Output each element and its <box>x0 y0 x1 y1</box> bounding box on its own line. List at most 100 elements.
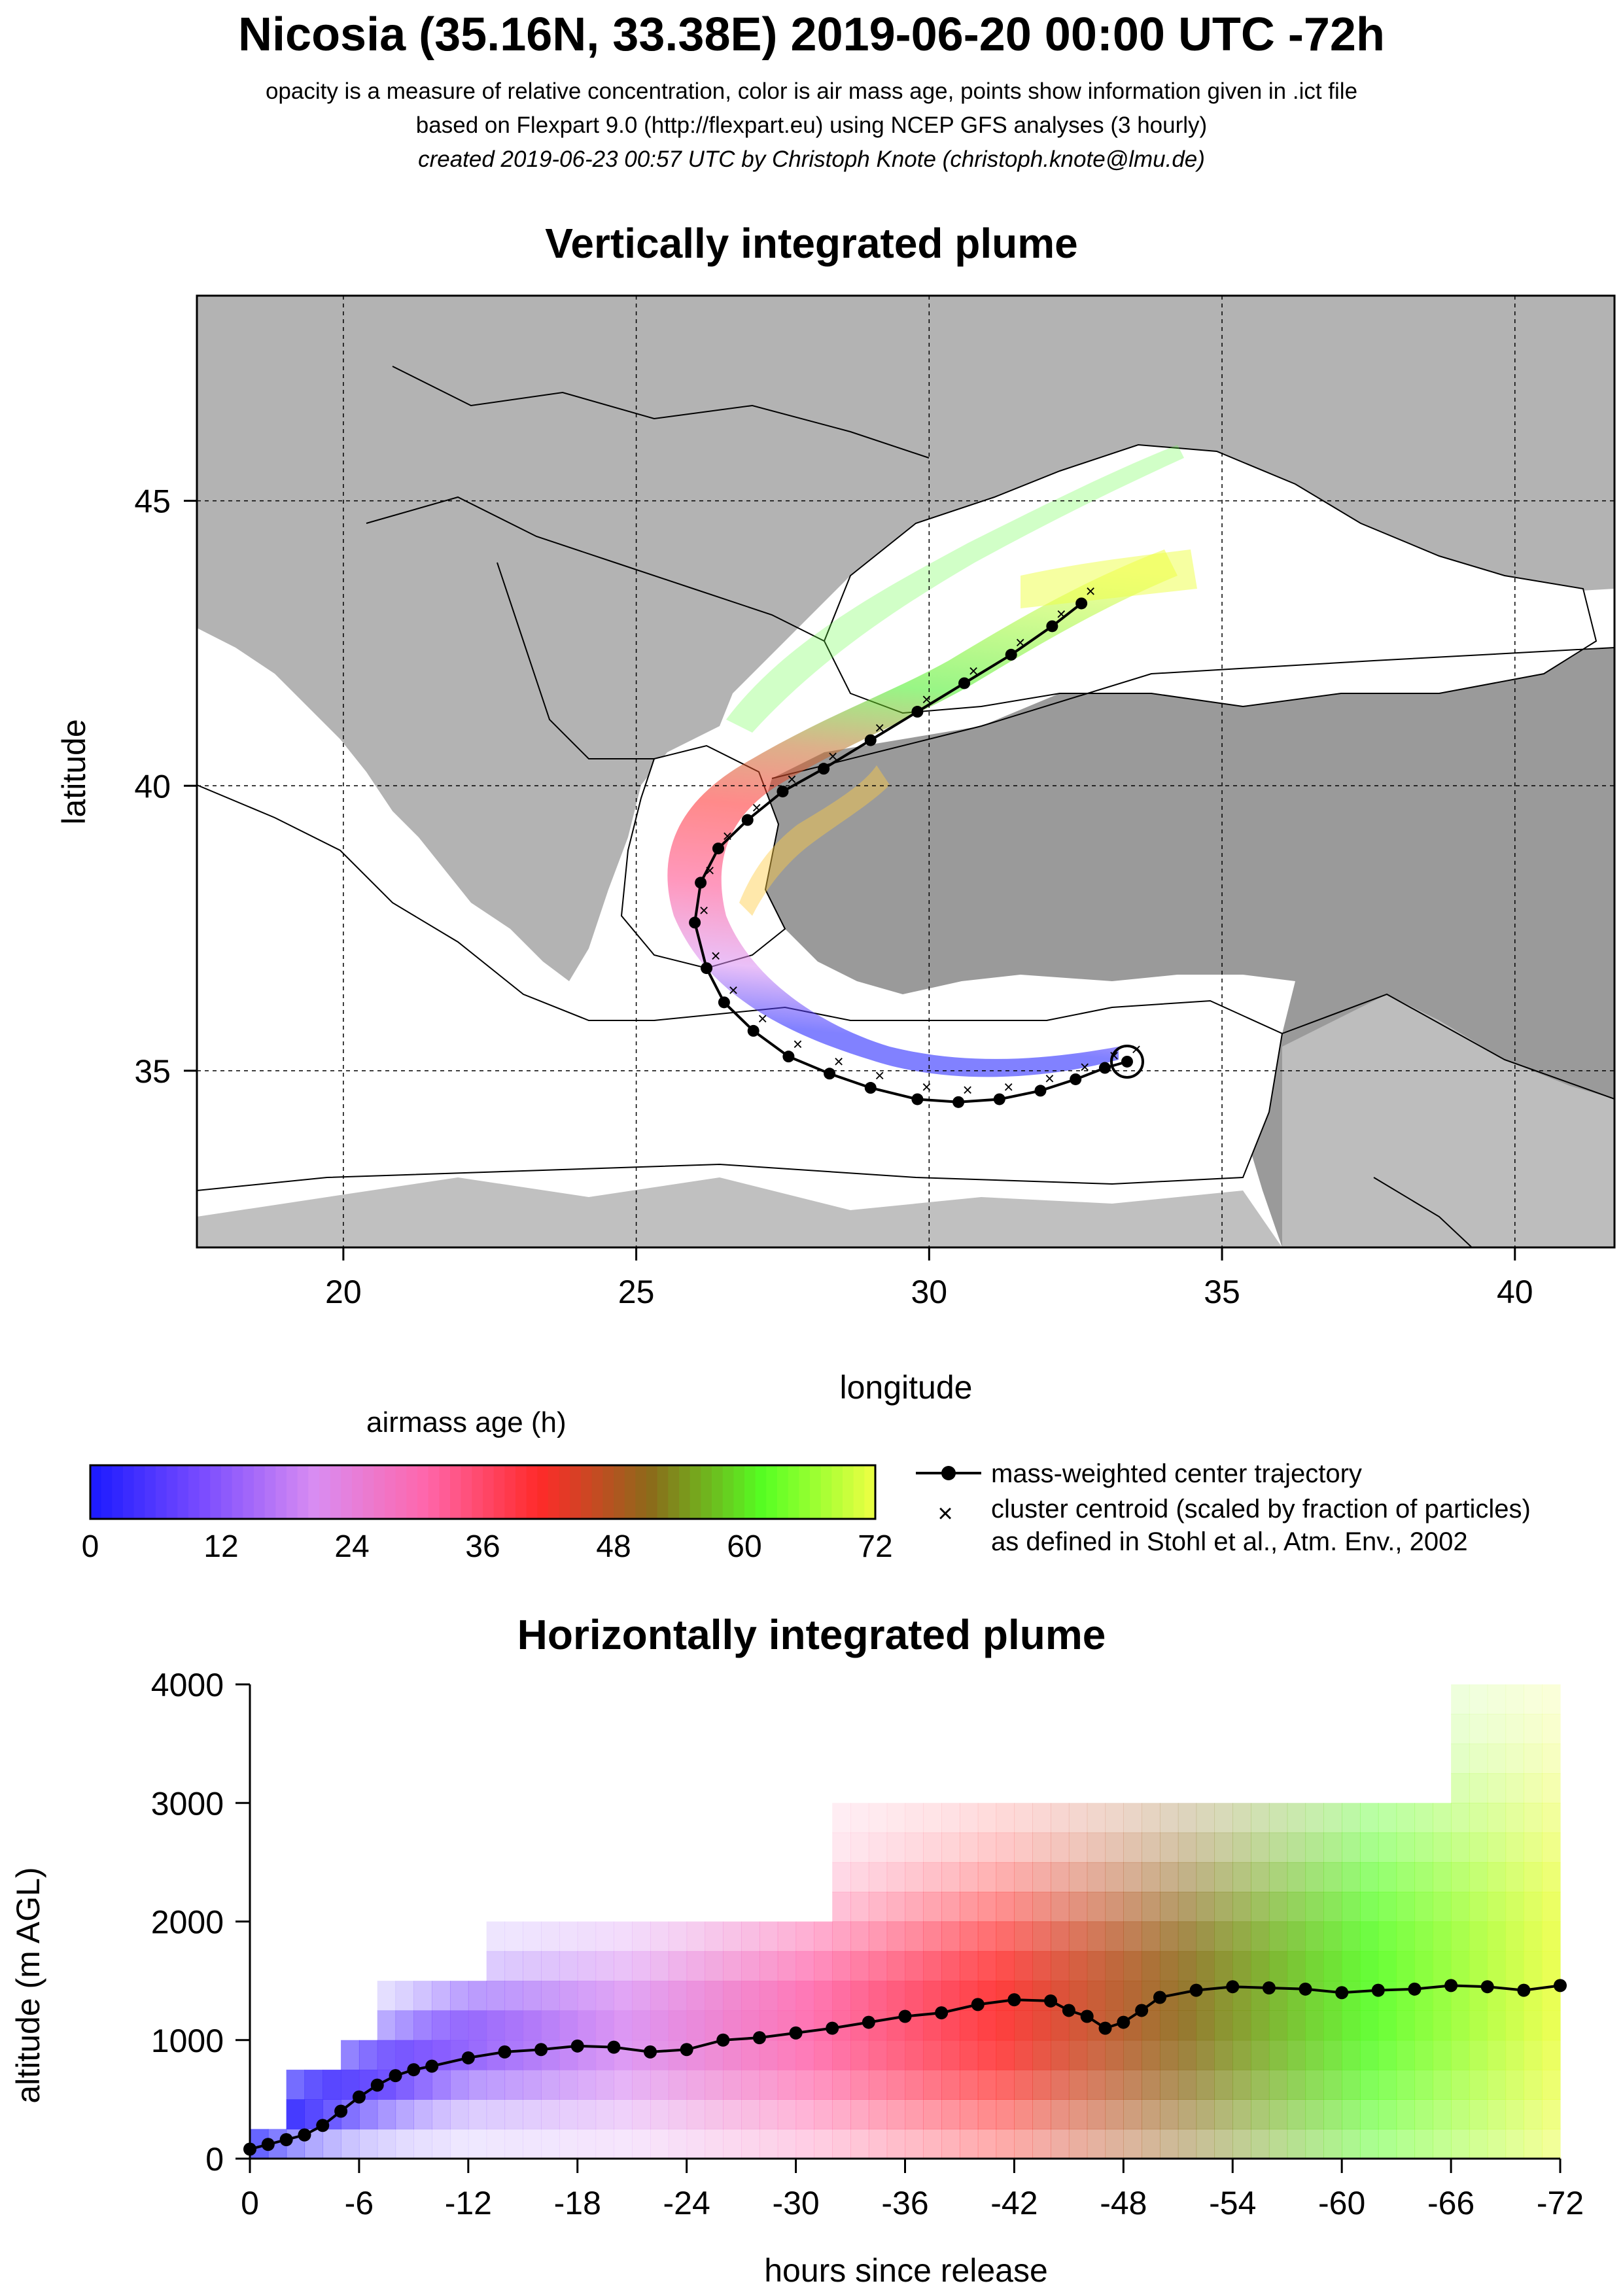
altitude-xtick-label: -18 <box>554 2185 601 2221</box>
altitude-heat-cell <box>1305 1892 1324 1922</box>
altitude-heat-cell <box>1268 1832 1288 1863</box>
altitude-heat-cell <box>1359 2099 1379 2130</box>
altitude-heat-cell <box>559 1921 578 1952</box>
altitude-heat-cell <box>1087 1832 1106 1863</box>
altitude-heat-cell <box>1287 2040 1306 2070</box>
altitude-heat-cell <box>1178 1892 1197 1922</box>
altitude-heat-cell <box>1342 1951 1361 1981</box>
map-trajectory-point <box>695 877 707 889</box>
altitude-heat-cell <box>595 1921 614 1952</box>
altitude-heat-cell <box>1251 2129 1270 2159</box>
altitude-heat-cell <box>777 2070 797 2100</box>
altitude-heat-cell <box>632 1981 651 2011</box>
altitude-heat-cell <box>1487 1743 1507 1774</box>
altitude-trajectory-point <box>1189 1983 1203 1997</box>
altitude-heat-cell <box>1142 1951 1161 1981</box>
altitude-heat-cell <box>1123 1892 1142 1922</box>
altitude-heat-cell <box>996 1892 1015 1922</box>
altitude-heat-cell <box>1105 1862 1124 1892</box>
map-xtick-label: 20 <box>325 1274 362 1310</box>
altitude-heat-cell <box>923 1892 942 1922</box>
altitude-heat-cell <box>1105 2129 1124 2159</box>
altitude-trajectory-point <box>789 2026 803 2040</box>
altitude-heat-cell <box>941 1981 960 2011</box>
altitude-heat-cell <box>395 2129 414 2159</box>
altitude-xtick-label: -30 <box>772 2185 819 2221</box>
altitude-heat-cell <box>1051 2099 1070 2130</box>
colorbar-cell <box>188 1465 200 1519</box>
altitude-heat-cell <box>413 2129 432 2159</box>
altitude-heat-cell <box>577 2099 597 2130</box>
altitude-heat-cell <box>1105 2040 1124 2070</box>
altitude-heat-cell <box>1142 1803 1161 1834</box>
subtitle-source: based on Flexpart 9.0 (http://flexpart.e… <box>415 113 1208 138</box>
altitude-heat-cell <box>1196 2010 1215 2041</box>
altitude-heat-cell <box>1524 1684 1543 1714</box>
altitude-heat-cell <box>741 1951 760 1981</box>
altitude-heat-cell <box>1487 1714 1507 1745</box>
altitude-heat-cell <box>905 1951 924 1981</box>
map-frame <box>196 294 1616 1249</box>
altitude-heat-cell <box>1396 2040 1416 2070</box>
altitude-heat-cell <box>1232 1862 1251 1892</box>
altitude-heat-cell <box>759 2129 778 2159</box>
altitude-heat-cell <box>1178 2070 1197 2100</box>
altitude-heat-cell <box>723 2070 742 2100</box>
altitude-trajectory-point <box>1062 2004 1075 2017</box>
altitude-heat-cell <box>468 2010 487 2041</box>
map-trajectory-point <box>911 1093 924 1105</box>
altitude-heat-cell <box>959 1803 979 1834</box>
altitude-heat-cell <box>523 1951 542 1981</box>
altitude-heat-cell <box>723 2129 742 2159</box>
altitude-heat-cell <box>595 1981 614 2011</box>
altitude-heat-cell <box>1068 2129 1088 2159</box>
altitude-heat-cell <box>1087 2040 1106 2070</box>
altitude-heat-cell <box>1414 1832 1433 1863</box>
colorbar-cell <box>657 1465 669 1519</box>
subtitle-created: created 2019-06-23 00:57 UTC by Christop… <box>418 147 1205 172</box>
map-ylabel: latitude <box>56 719 92 824</box>
colorbar-cell <box>297 1465 309 1519</box>
altitude-heat-cell <box>868 2129 888 2159</box>
altitude-xtick-label: -66 <box>1427 2185 1475 2221</box>
altitude-heat-cell <box>1542 1921 1561 1952</box>
colorbar-cell <box>810 1465 822 1519</box>
altitude-heat-cell <box>486 2010 506 2041</box>
altitude-heat-cell <box>795 2099 815 2130</box>
colorbar-cell <box>156 1465 167 1519</box>
altitude-ytick-label: 1000 <box>151 2023 224 2059</box>
altitude-heat-cell <box>1342 1921 1361 1952</box>
altitude-heat-cell <box>905 1981 924 2011</box>
altitude-heat-cell <box>741 1921 760 1952</box>
altitude-heat-cell <box>1542 1832 1561 1863</box>
altitude-heat-cell <box>1323 2040 1342 2070</box>
altitude-heat-cell <box>1305 2099 1324 2130</box>
altitude-heat-cell <box>559 1981 578 2011</box>
altitude-trajectory-point <box>1117 2015 1130 2029</box>
altitude-heat-cell <box>941 2070 960 2100</box>
altitude-heat-cell <box>523 2070 542 2100</box>
altitude-heat-cell <box>1178 1921 1197 1952</box>
altitude-heat-cell <box>1196 2070 1215 2100</box>
altitude-heat-cell <box>358 2129 378 2159</box>
map-xtick-label: 25 <box>618 1274 655 1310</box>
altitude-heat-cell <box>1359 1832 1379 1863</box>
altitude-heat-cell <box>1287 1951 1306 1981</box>
altitude-heat-cell <box>1396 1921 1416 1952</box>
map-trajectory-point <box>824 1068 836 1080</box>
altitude-heat-cell <box>1214 2099 1233 2130</box>
altitude-heat-cell <box>1433 2129 1452 2159</box>
altitude-heat-cell <box>1287 2010 1306 2041</box>
altitude-heat-cell <box>959 2129 979 2159</box>
altitude-heat-cell <box>1451 2070 1470 2100</box>
altitude-heat-cell <box>795 1921 815 1952</box>
altitude-heat-cell <box>741 1981 760 2011</box>
altitude-heat-cell <box>1251 1892 1270 1922</box>
colorbar-cell <box>602 1465 614 1519</box>
altitude-heat-cell <box>1142 2099 1161 2130</box>
altitude-heat-cell <box>286 2070 305 2100</box>
altitude-heat-cell <box>1123 1832 1142 1863</box>
plume-east-branch <box>1021 549 1197 608</box>
altitude-heat-cell <box>614 1921 633 1952</box>
altitude-heat-cell <box>1487 1921 1507 1952</box>
